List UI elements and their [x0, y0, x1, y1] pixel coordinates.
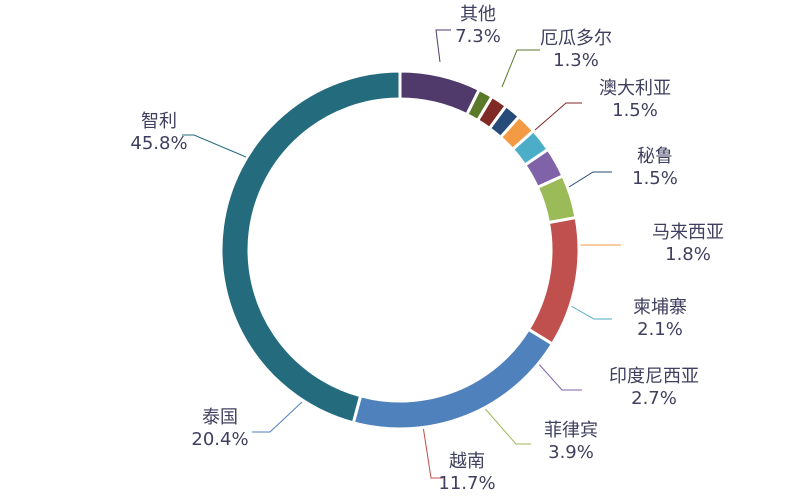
slice-label-8: 越南 [449, 451, 485, 472]
slice-label-5: 柬埔寨 [633, 297, 687, 318]
leader-line-3 [568, 171, 612, 188]
leader-line-1 [501, 49, 540, 88]
slice-value-label-8: 11.7% [438, 473, 495, 494]
slice-value-label-4: 1.8% [665, 244, 711, 265]
leader-line-9 [252, 401, 303, 433]
slice-value-label-10: 45.8% [130, 133, 187, 154]
leader-line-10 [182, 134, 247, 158]
leader-line-7 [480, 403, 531, 445]
leader-line-2 [534, 102, 582, 131]
slice-value-label-2: 1.5% [612, 100, 658, 121]
slice-value-label-0: 7.3% [455, 26, 501, 47]
slice-label-4: 马来西亚 [652, 222, 724, 243]
slice-label-10: 智利 [141, 111, 177, 132]
leader-line-5 [570, 305, 612, 320]
slice-label-0: 其他 [460, 4, 496, 25]
slice-value-label-9: 20.4% [191, 429, 248, 450]
slice-label-3: 秘鲁 [637, 146, 673, 167]
slice-label-9: 泰国 [202, 407, 238, 428]
slice-value-label-1: 1.3% [553, 50, 599, 71]
slice-value-label-7: 3.9% [548, 442, 594, 463]
slice-value-label-3: 1.5% [632, 168, 678, 189]
slice-value-label-5: 2.1% [637, 319, 683, 340]
donut-slice-8 [526, 215, 581, 347]
slice-label-2: 澳大利亚 [599, 78, 671, 99]
leader-line-8 [422, 425, 443, 479]
donut-slice-10 [219, 69, 402, 425]
leader-line-6 [536, 361, 582, 391]
slice-label-7: 菲律宾 [544, 420, 598, 441]
donut-slice-0 [398, 69, 482, 117]
leader-line-0 [435, 29, 451, 63]
slice-value-label-6: 2.7% [631, 388, 677, 409]
donut-slice-9 [351, 327, 555, 431]
slice-label-1: 厄瓜多尔 [540, 28, 612, 49]
slice-label-6: 印度尼西亚 [609, 366, 699, 387]
